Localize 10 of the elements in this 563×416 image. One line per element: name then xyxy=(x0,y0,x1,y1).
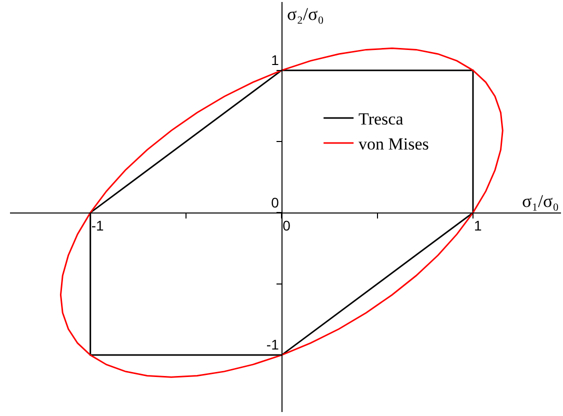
x-axis-title: σ₁/σ₀ xyxy=(522,191,559,211)
legend-label: von Mises xyxy=(358,134,429,154)
y-tick-label: 1 xyxy=(271,52,280,68)
x-tick-label: 0 xyxy=(282,217,291,234)
y-tick-label: -1 xyxy=(266,336,280,353)
legend-label: Tresca xyxy=(358,110,404,129)
x-tick-label: 1 xyxy=(474,217,482,234)
y-tick-label: 0 xyxy=(271,194,280,210)
y-axis-title: σ₂/σ₀ xyxy=(287,4,324,24)
x-tick-label: -1 xyxy=(91,217,104,234)
